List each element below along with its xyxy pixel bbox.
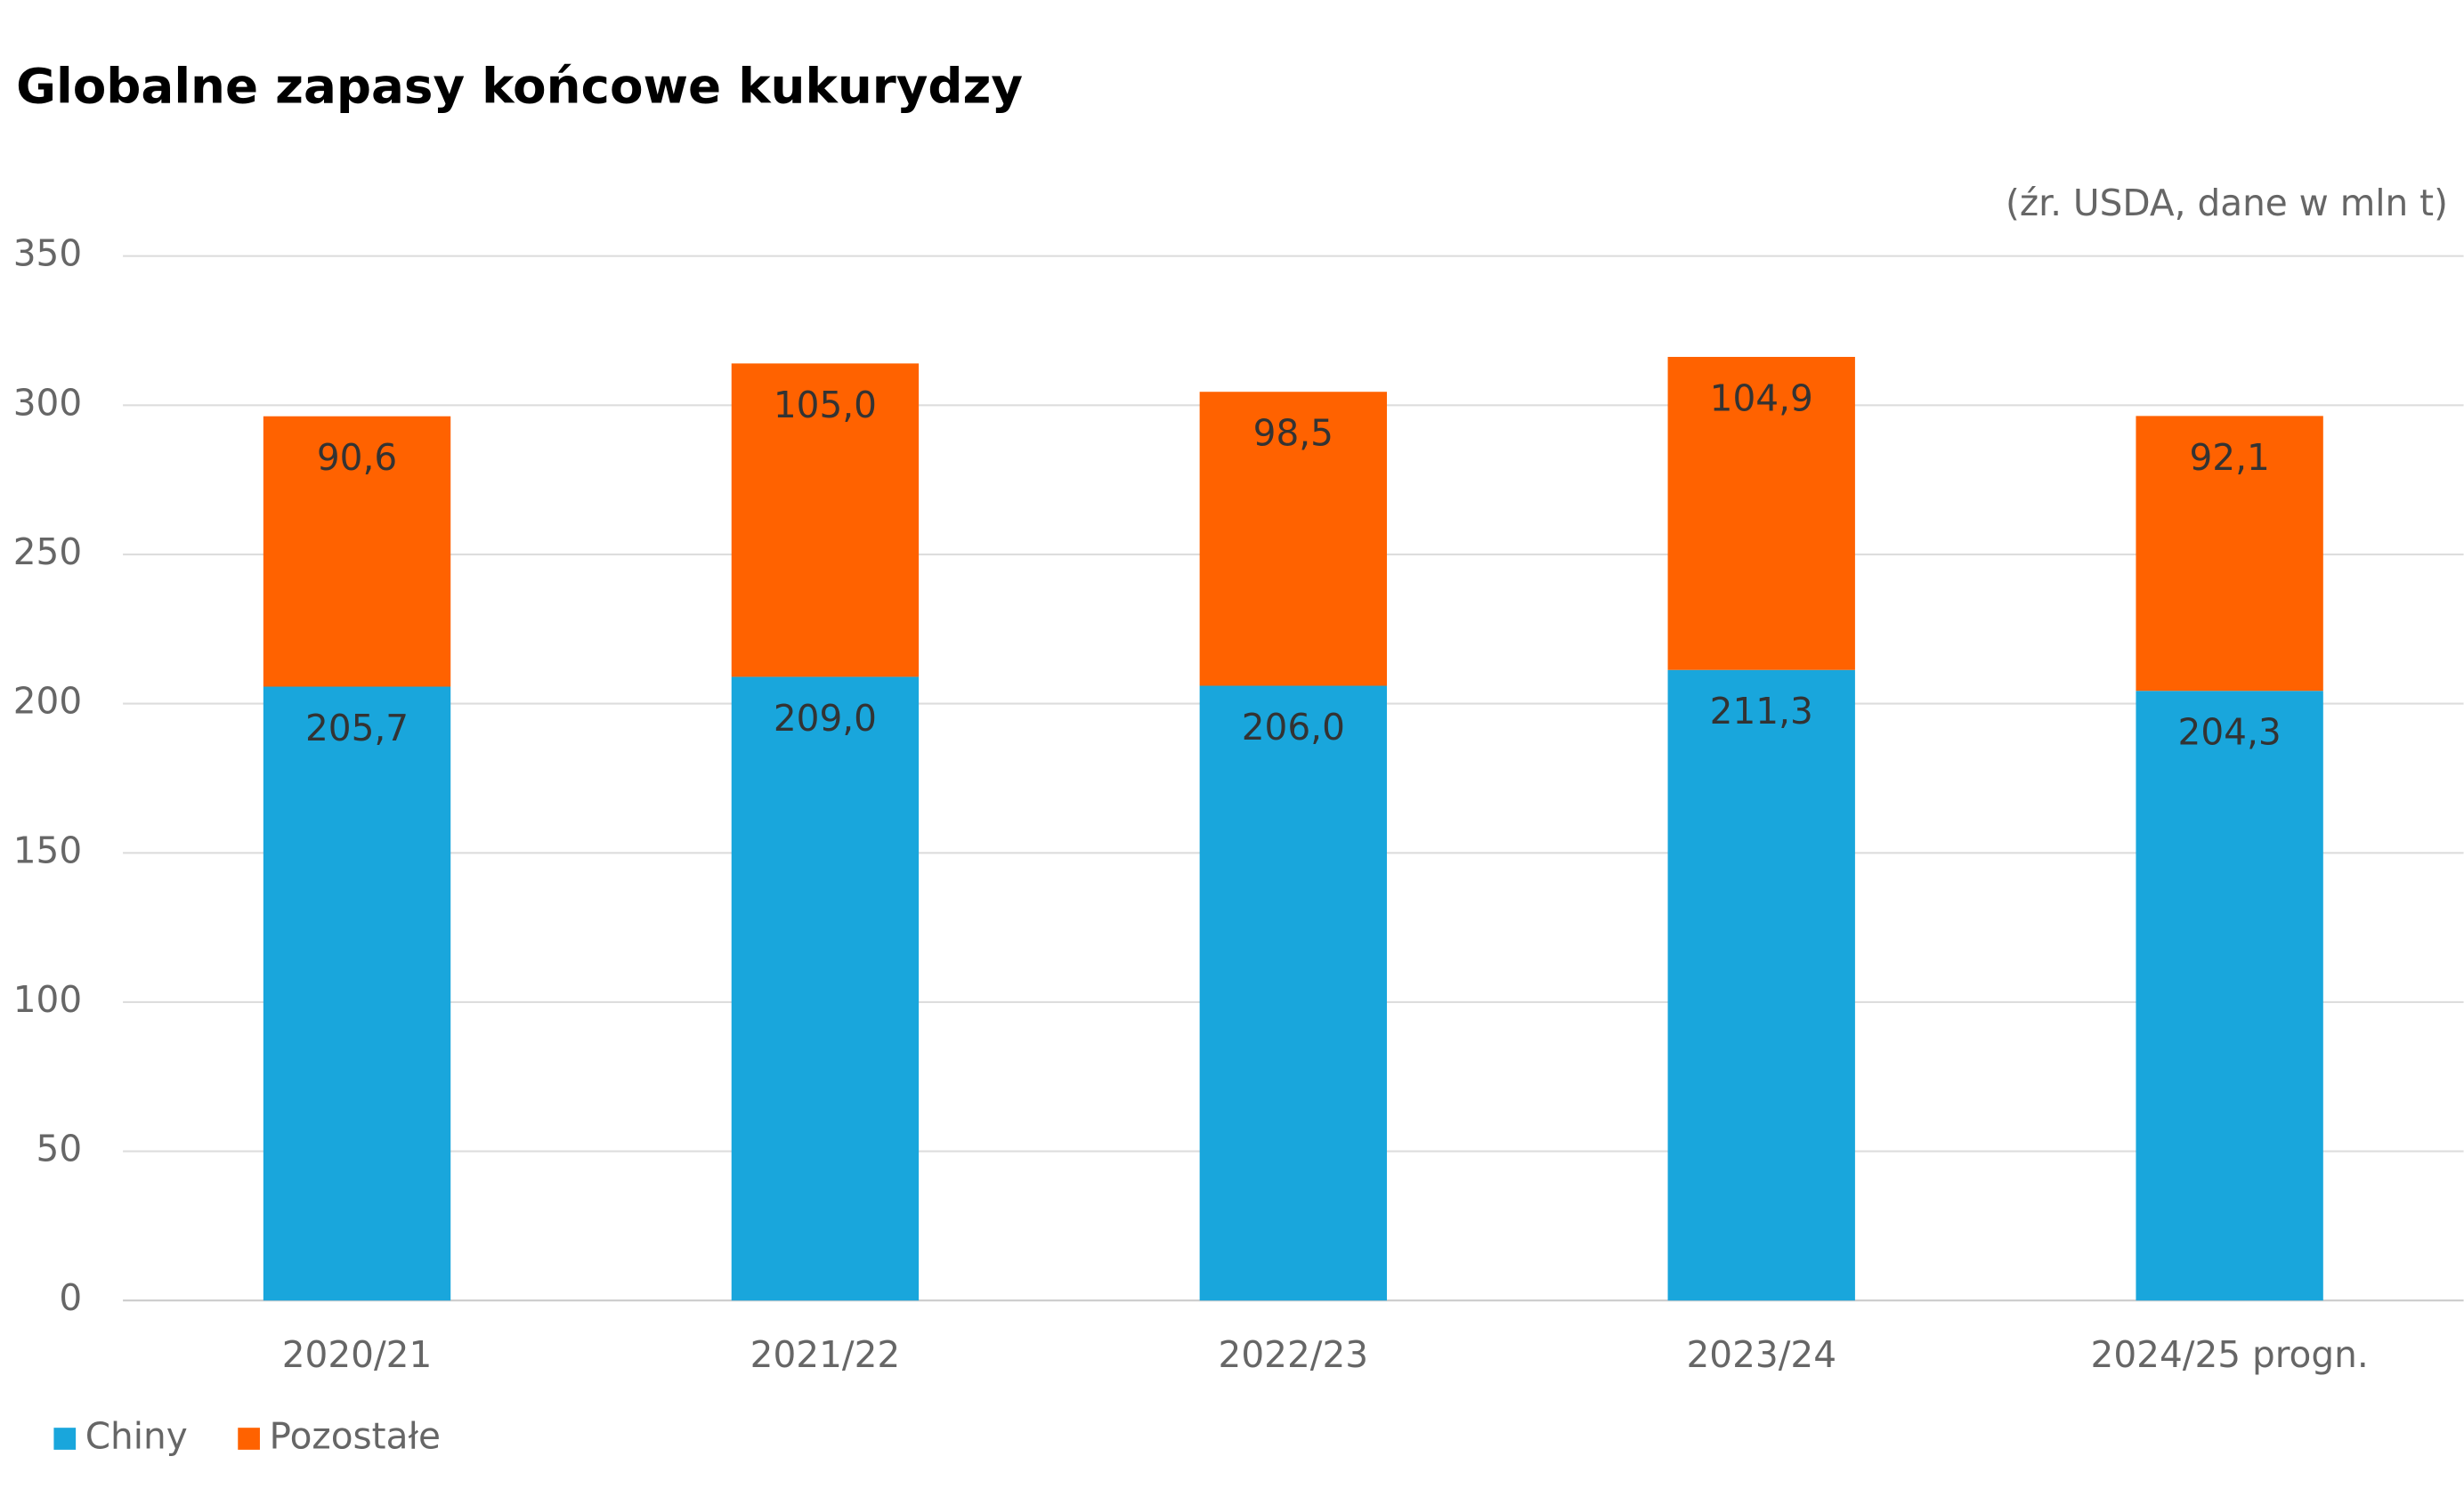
data-label: 90,6 bbox=[317, 436, 397, 479]
data-label: 92,1 bbox=[2189, 436, 2269, 479]
data-label: 104,9 bbox=[1710, 376, 1813, 419]
data-label: 204,3 bbox=[2178, 711, 2282, 754]
legend-swatch bbox=[53, 1428, 77, 1450]
bar-segment bbox=[1199, 685, 1388, 1301]
y-tick-label: 350 bbox=[13, 232, 82, 275]
data-label: 206,0 bbox=[1242, 706, 1345, 749]
data-label: 205,7 bbox=[305, 707, 409, 749]
chart-subtitle: (źr. USDA, dane w mln t) bbox=[2006, 182, 2448, 224]
bar-segment bbox=[263, 416, 451, 687]
y-tick-label: 250 bbox=[13, 530, 82, 573]
y-tick-label: 0 bbox=[59, 1276, 82, 1319]
bar-segment bbox=[731, 676, 920, 1301]
x-tick-label: 2023/24 bbox=[1686, 1333, 1836, 1376]
y-tick-label: 300 bbox=[13, 381, 82, 424]
data-label: 105,0 bbox=[774, 384, 877, 426]
x-tick-label: 2024/25 progn. bbox=[2091, 1333, 2369, 1376]
bar-segment bbox=[1667, 356, 1855, 670]
y-tick-label: 50 bbox=[36, 1128, 83, 1170]
y-tick-label: 150 bbox=[13, 829, 82, 871]
bar-segment bbox=[2136, 691, 2323, 1301]
bar-segment bbox=[731, 363, 920, 677]
x-tick-label: 2022/23 bbox=[1219, 1333, 1369, 1376]
bar-segment bbox=[1667, 669, 1855, 1301]
bar-segment bbox=[263, 686, 451, 1301]
chart-title: Globalne zapasy końcowe kukurydzy bbox=[16, 58, 1023, 115]
bar-segment bbox=[2136, 416, 2323, 692]
legend-label: Chiny bbox=[85, 1415, 188, 1458]
bar-segment bbox=[1199, 392, 1388, 686]
x-tick-label: 2020/21 bbox=[282, 1333, 433, 1376]
data-label: 211,3 bbox=[1710, 690, 1813, 732]
data-label: 209,0 bbox=[774, 697, 877, 740]
data-label: 98,5 bbox=[1253, 412, 1333, 455]
x-tick-label: 2021/22 bbox=[750, 1333, 901, 1376]
y-tick-label: 100 bbox=[13, 978, 82, 1021]
legend-swatch bbox=[238, 1428, 260, 1450]
legend-label: Pozostałe bbox=[270, 1415, 441, 1458]
y-tick-label: 200 bbox=[13, 680, 82, 723]
